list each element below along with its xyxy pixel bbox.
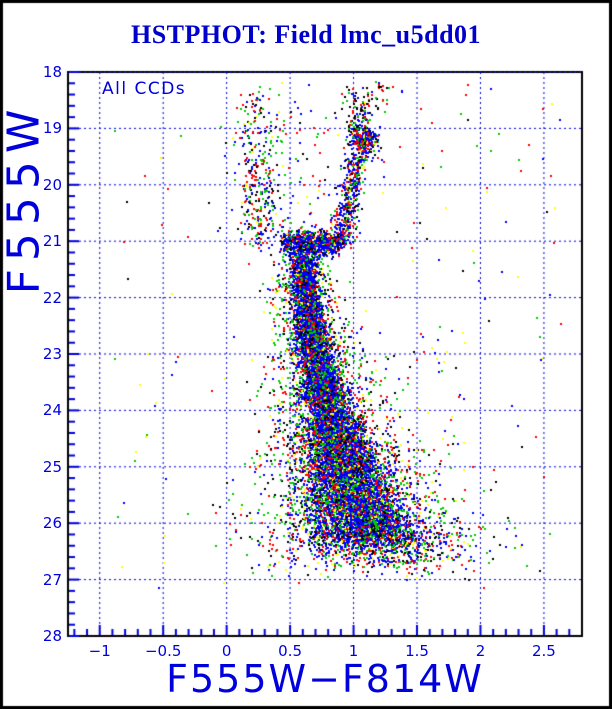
ccd-annotation: All CCDs: [102, 79, 187, 99]
x-tick-label: 1.5: [405, 642, 429, 660]
y-tick-label: 18: [42, 63, 62, 81]
x-tick-label: 2: [475, 642, 486, 660]
y-tick-label: 20: [42, 175, 62, 194]
x-axis-label: F555W−F814W: [166, 657, 484, 701]
x-tick-label: −0.5: [144, 642, 182, 660]
x-tick-label: 2.5: [531, 642, 556, 660]
y-tick-label: 19: [42, 119, 62, 138]
y-tick-label: 24: [42, 401, 62, 420]
y-tick-label: 23: [42, 345, 62, 363]
page-title: HSTPHOT: Field lmc_u5dd01: [130, 20, 482, 49]
y-tick-label: 25: [42, 457, 62, 476]
y-tick-label: 27: [42, 570, 62, 589]
x-tick-label: 1: [348, 642, 359, 660]
x-tick-label: 0.5: [278, 642, 303, 660]
y-tick-label: 26: [42, 514, 62, 533]
y-tick-label: 28: [42, 627, 62, 645]
y-tick-label: 21: [42, 232, 62, 251]
y-tick-label: 22: [42, 288, 62, 307]
x-tick-label: 0: [221, 642, 232, 660]
x-tick-label: −1: [88, 642, 111, 660]
